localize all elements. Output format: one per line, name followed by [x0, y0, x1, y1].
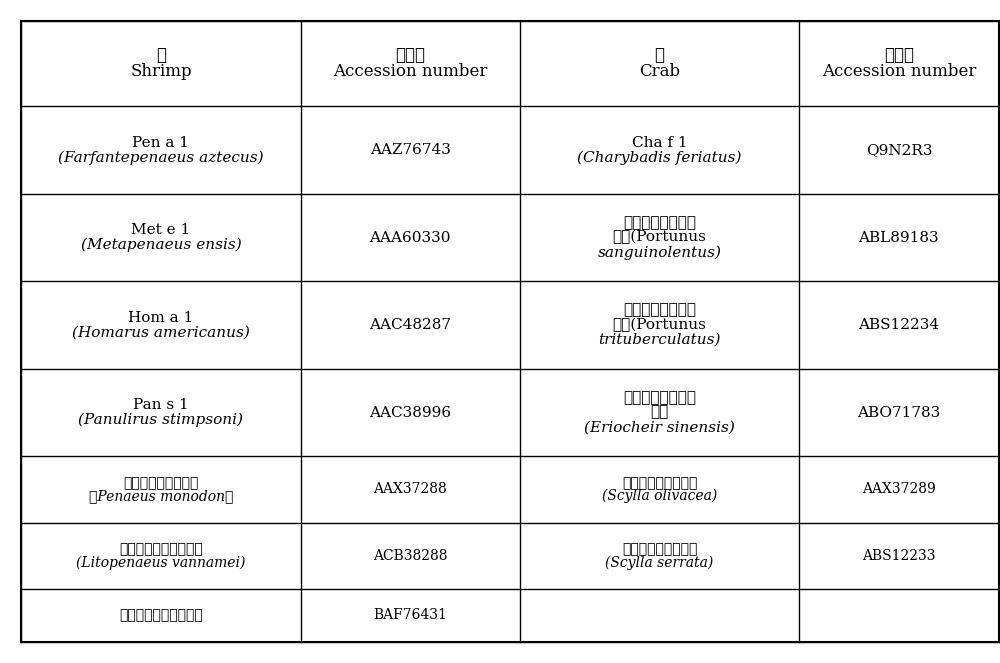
Text: 蛋白(Portunus: 蛋白(Portunus: [613, 231, 706, 245]
Text: Shrimp: Shrimp: [130, 63, 192, 80]
Text: (Scylla olivacea): (Scylla olivacea): [602, 489, 717, 503]
Text: 橄绿青蟳原肌球蛋白: 橄绿青蟳原肌球蛋白: [622, 476, 697, 490]
Text: 凡纳滨对虾原肌球蛋白: 凡纳滨对虾原肌球蛋白: [119, 542, 203, 556]
Text: ABL89183: ABL89183: [859, 231, 939, 245]
Text: ABO71783: ABO71783: [857, 406, 941, 420]
Text: 锯缘青蟹原肌球蛋白: 锯缘青蟹原肌球蛋白: [622, 542, 697, 556]
Text: (Farfantepenaeus aztecus): (Farfantepenaeus aztecus): [58, 151, 264, 164]
Text: Crab: Crab: [639, 63, 680, 80]
Text: 蟹: 蟹: [655, 47, 665, 64]
Text: ACB38288: ACB38288: [373, 549, 448, 563]
Text: 蛋白(Portunus: 蛋白(Portunus: [613, 318, 706, 332]
Text: (Eriocheir sinensis): (Eriocheir sinensis): [584, 420, 735, 434]
Text: ABS12234: ABS12234: [858, 318, 939, 332]
Text: 中华绒螯蟹原肌球: 中华绒螯蟹原肌球: [623, 391, 696, 404]
Text: ABS12233: ABS12233: [862, 549, 936, 563]
Text: Accession number: Accession number: [822, 63, 976, 80]
Text: 蛋白: 蛋白: [650, 406, 669, 420]
Text: sanguinolentus): sanguinolentus): [598, 245, 722, 259]
Text: 红星梭子蟹原肌球: 红星梭子蟹原肌球: [623, 215, 696, 230]
Text: Met e 1: Met e 1: [131, 223, 191, 237]
Text: 虾: 虾: [156, 47, 166, 64]
Text: BAF76431: BAF76431: [373, 609, 447, 623]
Text: (Panulirus stimpsoni): (Panulirus stimpsoni): [78, 413, 243, 427]
Text: (Charybadis feriatus): (Charybadis feriatus): [577, 151, 742, 164]
Text: 检索号: 检索号: [395, 47, 425, 64]
Text: (Metapenaeus ensis): (Metapenaeus ensis): [81, 238, 241, 252]
Text: AAX37289: AAX37289: [862, 483, 936, 497]
Text: (Litopenaeus vannamei): (Litopenaeus vannamei): [76, 556, 246, 570]
Text: AAX37288: AAX37288: [373, 483, 447, 497]
Text: 太平洋磷虾原肌球蛋白: 太平洋磷虾原肌球蛋白: [119, 609, 203, 623]
Text: AAC48287: AAC48287: [369, 318, 451, 332]
Text: AAC38996: AAC38996: [369, 406, 451, 420]
Text: Hom a 1: Hom a 1: [128, 311, 194, 325]
Text: Accession number: Accession number: [333, 63, 487, 80]
Text: AAA60330: AAA60330: [370, 231, 451, 245]
Text: Pan s 1: Pan s 1: [133, 398, 189, 412]
Text: Cha f 1: Cha f 1: [632, 136, 687, 150]
Text: （Penaeus monodon）: （Penaeus monodon）: [89, 489, 233, 503]
Text: 斑节对虾原肌球蛋白: 斑节对虾原肌球蛋白: [123, 476, 199, 490]
Text: (Homarus americanus): (Homarus americanus): [72, 326, 250, 339]
Text: trituberculatus): trituberculatus): [598, 333, 721, 347]
Text: Pen a 1: Pen a 1: [132, 136, 189, 150]
Text: (Scylla serrata): (Scylla serrata): [605, 556, 714, 570]
Text: 检索号: 检索号: [884, 47, 914, 64]
Text: Q9N2R3: Q9N2R3: [866, 143, 932, 157]
Text: AAZ76743: AAZ76743: [370, 143, 451, 157]
Text: 三疣梭子蟹原肌球: 三疣梭子蟹原肌球: [623, 303, 696, 317]
